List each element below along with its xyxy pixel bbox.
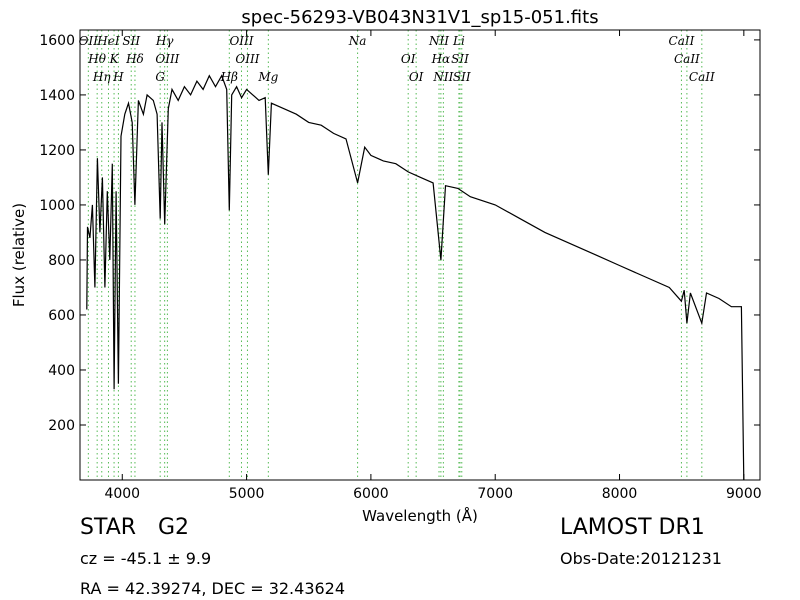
spectral-line-label: SII: [451, 52, 469, 66]
chart-title: spec-56293-VB043N31V1_sp15-051.fits: [241, 7, 598, 28]
y-tick-label: 400: [48, 363, 75, 379]
x-axis-label: Wavelength (Å): [362, 506, 478, 525]
spectral-line-label: CaII: [674, 52, 700, 66]
spectrum-line: [86, 74, 745, 481]
y-tick-label: 1400: [39, 88, 75, 104]
spectral-line-label: CaII: [689, 70, 715, 84]
spectral-line-label: Hη: [92, 70, 111, 84]
spectral-line-label: NII: [428, 34, 449, 48]
x-tick-label: 8000: [602, 486, 638, 502]
y-tick-label: 1000: [39, 198, 75, 214]
y-tick-label: 1200: [39, 143, 75, 159]
x-tick-label: 6000: [353, 486, 389, 502]
x-tick-label: 5000: [229, 486, 265, 502]
spectral-line-label: OIII: [235, 52, 259, 66]
subclass: G2: [158, 515, 189, 540]
y-tick-label: 1600: [39, 33, 75, 49]
spectral-line-label: Hθ: [87, 52, 106, 66]
y-tick-label: 800: [48, 253, 75, 269]
spectral-line-label: OIII: [155, 52, 179, 66]
x-tick-label: 7000: [477, 486, 513, 502]
spectral-line-label: OII: [79, 34, 99, 48]
spectral-line-label: OI: [401, 52, 416, 66]
spectral-line-label: Li: [452, 34, 465, 48]
spectral-line-label: CaII: [669, 34, 695, 48]
spectral-line-label: Hα: [431, 52, 451, 66]
spectral-line-label: Mg: [257, 70, 278, 84]
y-tick-label: 200: [48, 418, 75, 434]
x-tick-label: 9000: [726, 486, 762, 502]
spectral-line-label: Hδ: [125, 52, 144, 66]
spectral-line-label: NII: [432, 70, 453, 84]
spectral-line-label: HeI: [96, 34, 120, 48]
y-tick-label: 600: [48, 308, 75, 324]
spectral-line-label: OI: [409, 70, 424, 84]
y-axis-label: Flux (relative): [10, 203, 28, 307]
spectral-line-label: SII: [122, 34, 140, 48]
spectral-line-label: H: [112, 70, 124, 84]
spectral-line-label: K: [109, 52, 120, 66]
spectral-line-label: G: [155, 70, 165, 84]
spectral-line-label: Na: [348, 34, 367, 48]
class: STAR: [80, 515, 136, 540]
x-tick-label: 4000: [104, 486, 140, 502]
spectral-line-label: OIII: [229, 34, 253, 48]
coords: RA = 42.39274, DEC = 32.43624: [80, 579, 345, 598]
spectral-line-label: Hβ: [220, 70, 238, 84]
spectral-line-label: Hγ: [155, 34, 174, 48]
spectral-line-label: SII: [453, 70, 471, 84]
redshift: cz = -45.1 ± 9.9: [80, 549, 211, 568]
plot-frame: [79, 29, 761, 481]
survey: LAMOST DR1: [560, 515, 705, 540]
obs-date: Obs-Date:20121231: [560, 549, 722, 568]
